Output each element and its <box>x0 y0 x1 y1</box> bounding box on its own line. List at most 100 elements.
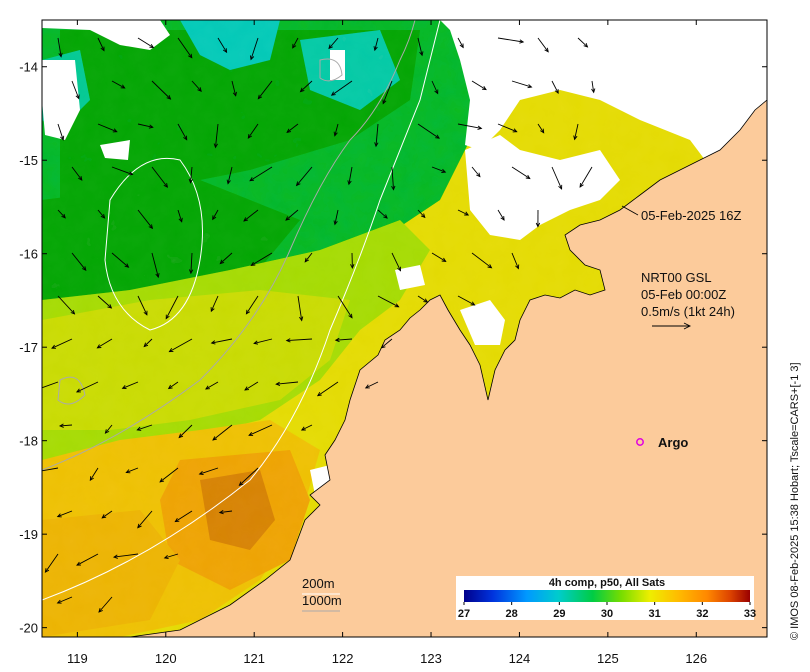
current-arrow <box>457 209 469 216</box>
argo-marker[interactable] <box>636 438 644 446</box>
current-arrow-head <box>554 89 559 95</box>
current-arrow-head <box>382 99 387 105</box>
current-arrow-head <box>464 211 470 216</box>
current-arrow-head <box>397 266 401 272</box>
current-arrow <box>143 338 153 347</box>
current-arrow <box>431 80 439 94</box>
current-arrow-head <box>558 184 563 190</box>
colorbar-tick-label: 29 <box>553 608 565 620</box>
x-tick-label: 126 <box>685 651 707 666</box>
colorbar-title: 4h comp, p50, All Sats <box>549 577 665 589</box>
current-arrow-head <box>136 426 142 431</box>
current-arrow <box>417 295 428 303</box>
current-arrow-head <box>330 91 336 96</box>
current-arrow-head <box>167 384 173 390</box>
current-arrow-head <box>104 429 110 434</box>
current-arrow-head <box>148 224 154 230</box>
current-arrow-head <box>188 178 193 184</box>
current-arrow <box>219 510 233 514</box>
current-arrow <box>231 80 237 96</box>
current-arrow-head <box>299 87 305 93</box>
colorbar: 4h comp, p50, All Sats 27 28 29 30 31 32 33 <box>456 576 756 620</box>
current-arrow-head <box>61 213 66 219</box>
current-arrow-head <box>383 214 388 219</box>
current-arrow-head <box>244 386 250 391</box>
current-arrow <box>471 80 487 90</box>
current-arrow-head <box>544 47 549 53</box>
current-arrow-head <box>155 273 160 279</box>
current-arrow-head <box>75 388 81 393</box>
current-arrow-head <box>120 84 126 89</box>
current-arrow-head <box>247 134 253 139</box>
current-arrow <box>497 37 524 43</box>
current-arrow-head <box>37 469 41 473</box>
current-arrow-head <box>250 261 256 266</box>
y-tick-label: -17 <box>19 340 38 355</box>
current-arrow <box>431 252 446 262</box>
colorbar-tick-label: 27 <box>458 608 470 620</box>
current-arrow-head <box>78 176 83 181</box>
current-arrow-head <box>148 124 154 129</box>
current-arrow <box>42 381 59 389</box>
current-arrow-head <box>257 94 263 100</box>
current-arrow-head <box>149 43 155 49</box>
current-arrow-head <box>249 177 255 182</box>
current-arrow-head <box>334 337 340 343</box>
current-arrow <box>159 467 179 483</box>
current-arrow <box>577 37 588 48</box>
current-arrow-head <box>481 85 487 91</box>
x-tick-label: 120 <box>155 651 177 666</box>
current-arrow <box>348 166 353 185</box>
current-arrow <box>244 381 259 391</box>
y-axis: -14 -15 -16 -17 -18 -19 -20 <box>19 60 767 636</box>
current-arrow-head <box>535 222 541 228</box>
x-tick-label: 122 <box>332 651 354 666</box>
plot-frame <box>41 19 768 638</box>
current-arrow-head <box>470 301 476 306</box>
colorbar-tick-label: 30 <box>601 608 613 620</box>
current-arrow <box>551 80 559 94</box>
current-arrow <box>113 553 139 558</box>
current-arrow <box>191 80 202 92</box>
current-arrow <box>382 80 393 104</box>
current-arrow <box>137 510 153 528</box>
current-arrow-head <box>249 55 255 61</box>
current-arrow-head <box>143 342 149 348</box>
current-arrow-head <box>238 481 244 487</box>
current-arrow <box>97 209 105 219</box>
y-tick-label: -16 <box>19 247 38 262</box>
current-arrow <box>57 37 62 57</box>
credit-text: © IMOS 08-Feb-2025 15:38 Hobart; Tscale=… <box>789 362 801 640</box>
current-arrow-head <box>198 470 204 476</box>
current-source-label: NRT00 GSL <box>641 270 712 285</box>
current-arrow <box>76 553 99 566</box>
current-arrow <box>381 338 393 349</box>
current-arrow-head <box>101 514 107 519</box>
current-arrow <box>377 295 399 308</box>
x-tick-label: 121 <box>243 651 265 666</box>
current-arrow <box>497 209 505 221</box>
current-arrow <box>57 123 64 140</box>
colorbar-tick-label: 33 <box>744 608 756 620</box>
current-arrow <box>175 510 193 522</box>
current-arrow <box>296 166 313 186</box>
cloud-mask <box>42 20 767 495</box>
current-arrow-head <box>210 340 216 345</box>
current-arrow-head <box>58 423 64 428</box>
bathymetry-contours <box>42 20 441 601</box>
current-arrow-head <box>299 316 304 322</box>
current-arrow <box>250 37 259 60</box>
current-arrow <box>111 252 129 268</box>
current-arrow <box>574 123 579 140</box>
current-arrow-head <box>348 313 353 319</box>
x-tick-label: 119 <box>67 651 88 666</box>
current-arrow <box>417 209 426 218</box>
current-arrow-head <box>212 436 218 441</box>
current-arrow-head <box>525 174 531 180</box>
current-arrow <box>137 37 154 48</box>
x-tick-label: 125 <box>597 651 619 666</box>
current-arrow <box>137 295 148 315</box>
current-arrow-head <box>459 43 464 49</box>
current-arrow <box>45 553 59 573</box>
